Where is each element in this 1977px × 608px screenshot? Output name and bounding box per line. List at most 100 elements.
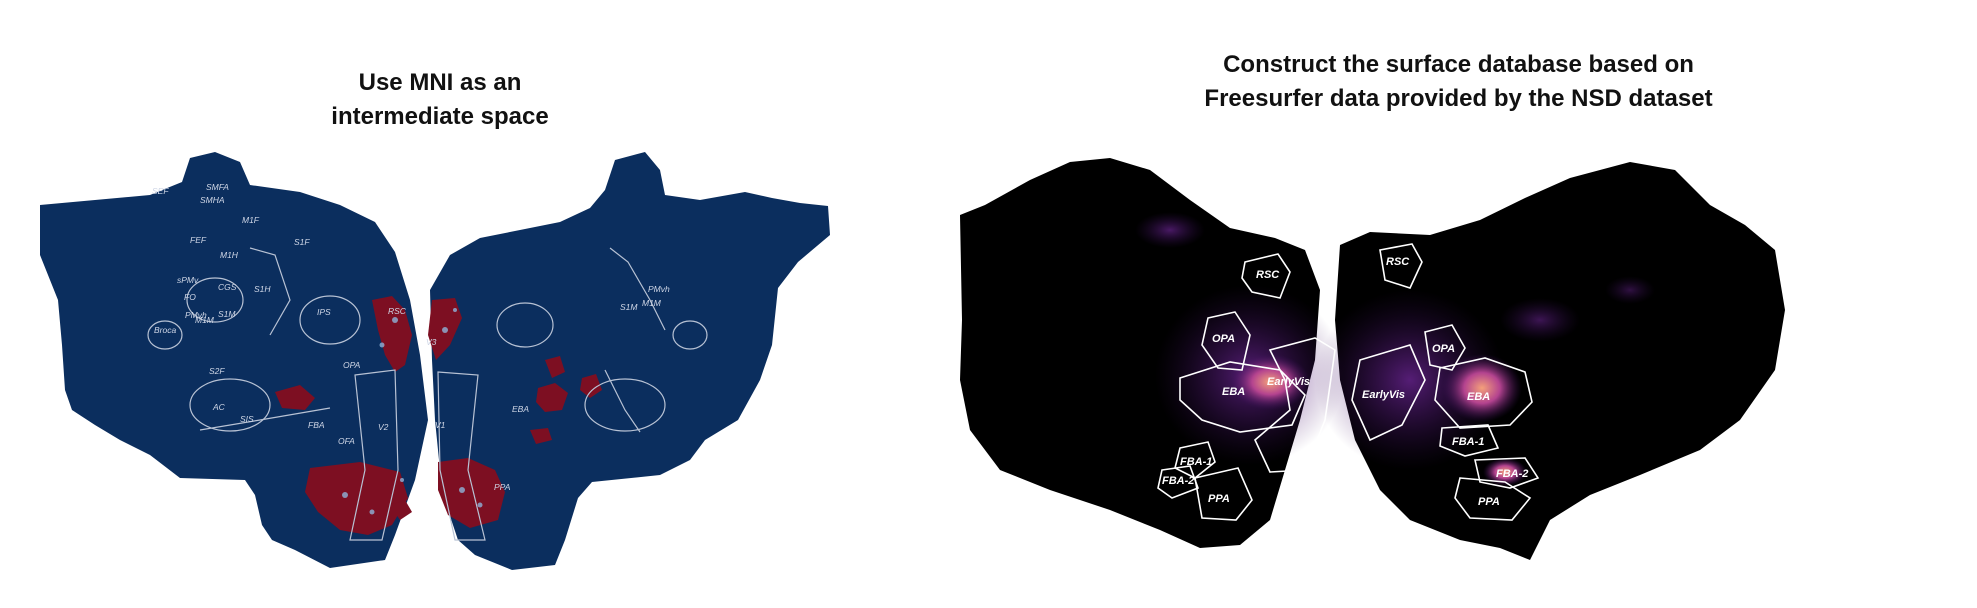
speckle: [342, 492, 348, 498]
roi-label: SMFA: [206, 182, 229, 192]
speckle: [453, 308, 457, 312]
roi-outline-earlyvis: [1254, 337, 1336, 473]
roi-label: EBA: [1222, 386, 1245, 398]
roi-label: S1M: [218, 309, 236, 319]
activation-cluster: [305, 462, 408, 535]
roi-outline-eba: [1179, 361, 1306, 433]
activation-cluster: [390, 500, 412, 520]
roi-label: FBA: [308, 420, 325, 430]
speckle: [442, 327, 448, 333]
roi-label: S1F: [294, 237, 310, 247]
roi-outline: [189, 378, 271, 432]
speckle: [369, 509, 375, 515]
left-flatmap: SEF SMFA SMHA FEF M1F S1F M1H sPMv FO CG…: [40, 152, 830, 570]
roi-label: S2F: [209, 366, 225, 376]
roi-label: FEF: [190, 235, 207, 245]
roi-outline: [299, 295, 361, 345]
right-roi-outlines: [1157, 243, 1540, 521]
roi-label: OFA: [338, 436, 355, 446]
roi-label: PPA: [1478, 496, 1500, 508]
roi-label: V2: [378, 422, 389, 432]
roi-outline: [349, 369, 399, 541]
activation-cluster: [545, 356, 565, 378]
roi-label: EarlyVis: [1267, 376, 1310, 388]
roi-label: FO: [184, 292, 196, 302]
speckle: [379, 342, 385, 348]
left-hemisphere-surface: [40, 152, 830, 570]
roi-outline-fba1: [1174, 441, 1216, 479]
roi-label: EBA: [512, 404, 529, 414]
roi-outline-opa-r: [1424, 324, 1466, 371]
right-roi-labels: RSC OPA EBA EarlyVis FBA-1 FBA-2 PPA RSC…: [1162, 256, 1528, 508]
speckle: [400, 478, 404, 482]
roi-outline-rsc: [1241, 253, 1291, 299]
roi-outline-ppa: [1194, 467, 1253, 521]
activation-cluster: [530, 428, 552, 444]
speckle: [459, 487, 465, 493]
roi-label: V1: [435, 420, 446, 430]
roi-label: M1M: [642, 298, 662, 308]
right-panel: Construct the surface database based on …: [940, 0, 1977, 608]
speckle: [477, 502, 483, 508]
roi-label: SEF: [152, 186, 169, 196]
roi-label: SMHA: [200, 195, 225, 205]
left-roi-labels: SEF SMFA SMHA FEF M1F S1F M1H sPMv FO CG…: [152, 182, 670, 492]
activation-hotspot: [1230, 354, 1310, 410]
left-panel: Use MNI as an intermediate space: [0, 0, 880, 608]
roi-label: S1M: [620, 302, 638, 312]
speckle: [392, 317, 398, 323]
left-title-line-2: intermediate space: [331, 103, 549, 130]
roi-outline: [584, 378, 666, 432]
roi-outline: [249, 247, 291, 336]
roi-outline: [437, 371, 486, 541]
roi-label: IPS: [317, 307, 331, 317]
activation-cluster: [372, 296, 412, 372]
roi-outline: [186, 277, 244, 323]
roi-outline-opa: [1201, 311, 1251, 371]
roi-outline: [609, 247, 666, 331]
left-roi-outlines: [147, 247, 708, 541]
roi-outline-rsc-r: [1379, 243, 1423, 289]
roi-label: OPA: [1212, 333, 1235, 345]
activation-hotspot: [1442, 354, 1522, 422]
roi-label: SIS: [240, 414, 254, 424]
roi-label: S1H: [254, 284, 271, 294]
roi-label: CGS: [218, 282, 237, 292]
roi-label: Broca: [154, 325, 176, 335]
activation-hotspot: [1483, 458, 1527, 486]
right-flatmap: RSC OPA EBA EarlyVis FBA-1 FBA-2 PPA RSC…: [960, 158, 1785, 560]
left-panel-title: Use MNI as an intermediate space: [0, 66, 880, 134]
roi-label: RSC: [1256, 269, 1280, 281]
left-title-line-1: Use MNI as an: [358, 69, 522, 96]
roi-outline-fba2-r: [1474, 457, 1540, 489]
roi-label: M1M: [195, 315, 215, 325]
roi-label: FBA-2: [1496, 468, 1528, 480]
roi-label: M1H: [220, 250, 239, 260]
activation-cluster: [275, 385, 315, 410]
roi-label: FBA-1: [1452, 436, 1484, 448]
roi-label: PMvh: [185, 310, 207, 320]
roi-outline-eba-r: [1434, 357, 1533, 429]
left-hemi-right-shape: [430, 152, 830, 570]
roi-label: sPMv: [177, 275, 199, 285]
roi-outline-fba1-r: [1439, 424, 1500, 457]
roi-label: PMvh: [648, 284, 670, 294]
left-highlight-speckles: [342, 308, 483, 515]
activation-blob: [1500, 298, 1580, 342]
roi-label: FBA-1: [1180, 456, 1212, 468]
roi-outline: [496, 302, 554, 348]
roi-label: V3: [426, 337, 437, 347]
roi-label: FBA-2: [1162, 475, 1194, 487]
left-hemi-left-shape: [40, 152, 428, 568]
roi-outline: [199, 407, 331, 431]
roi-label: PPA: [494, 482, 511, 492]
activation-cluster: [438, 458, 505, 528]
roi-label: RSC: [388, 306, 407, 316]
right-title-line-2: Freesurfer data provided by the NSD data…: [1204, 85, 1713, 112]
roi-outline-ppa-r: [1454, 477, 1532, 521]
activation-cluster: [580, 374, 602, 398]
roi-label: OPA: [1432, 343, 1455, 355]
roi-label: EBA: [1467, 391, 1490, 403]
right-panel-title: Construct the surface database based on …: [940, 48, 1977, 116]
roi-label: PPA: [1208, 493, 1230, 505]
